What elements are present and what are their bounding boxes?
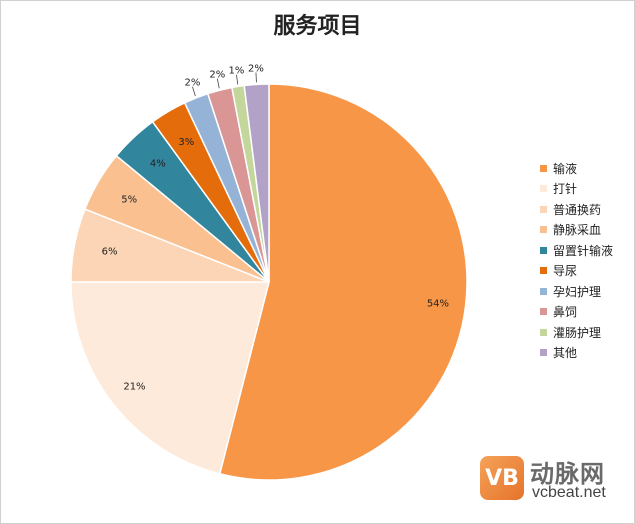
legend-item-7: 鼻饲: [540, 302, 613, 323]
legend-label-0: 输液: [553, 161, 578, 176]
legend-item-3: 静脉采血: [540, 220, 613, 241]
leader-line-7: [216, 78, 220, 89]
data-label-7: 2%: [209, 70, 225, 81]
legend-label-8: 灌肠护理: [553, 325, 602, 340]
leader-line-8: [236, 74, 239, 85]
data-label-1: 21%: [123, 381, 145, 392]
legend-swatch-8: [540, 328, 547, 336]
legend-item-8: 灌肠护理: [540, 322, 613, 343]
legend-label-5: 导尿: [553, 264, 578, 279]
legend-item-6: 孕妇护理: [540, 281, 613, 302]
pie-slice-1: [70, 281, 270, 475]
legend-label-6: 孕妇护理: [553, 284, 602, 299]
data-label-8: 1%: [229, 66, 245, 77]
pie-slice-9: [243, 83, 270, 283]
chart-title: 服务项目: [273, 14, 362, 39]
legend-label-7: 鼻饲: [553, 305, 578, 320]
vcbeat-logo: VB 动脉网 vcbeat.net: [480, 452, 630, 508]
legend-item-2: 普通换药: [540, 199, 613, 220]
data-label-5: 3%: [178, 137, 194, 148]
leader-line-6: [192, 86, 196, 97]
logo-en-text: vcbeat.net: [532, 484, 606, 501]
legend-swatch-7: [540, 308, 547, 316]
data-label-2: 6%: [102, 247, 118, 258]
pie-slice-0: [218, 83, 468, 481]
legend-item-4: 留置针输液: [540, 240, 613, 261]
legend-swatch-2: [540, 205, 547, 213]
legend-label-1: 打针: [553, 182, 578, 197]
chart-legend: 输液打针普通换药静脉采血留置针输液导尿孕妇护理鼻饲灌肠护理其他: [540, 158, 613, 363]
data-label-9: 2%: [248, 64, 264, 75]
legend-swatch-5: [540, 267, 547, 275]
legend-label-9: 其他: [553, 346, 578, 361]
legend-swatch-3: [540, 226, 547, 234]
legend-item-9: 其他: [540, 343, 613, 364]
legend-swatch-4: [540, 246, 547, 254]
legend-swatch-1: [540, 185, 547, 193]
data-label-4: 4%: [150, 159, 166, 170]
legend-swatch-9: [540, 349, 547, 357]
legend-swatch-6: [540, 287, 547, 295]
legend-swatch-0: [540, 164, 547, 172]
logo-mark: VB: [480, 456, 524, 500]
legend-label-2: 普通换药: [553, 202, 602, 217]
data-label-0: 54%: [427, 298, 449, 309]
legend-item-1: 打针: [540, 179, 613, 200]
legend-item-0: 输液: [540, 158, 613, 179]
legend-item-5: 导尿: [540, 261, 613, 282]
data-label-3: 5%: [121, 194, 137, 205]
legend-label-4: 留置针输液: [553, 243, 614, 258]
logo-cn-text: 动脉网: [530, 460, 605, 488]
data-label-6: 2%: [185, 78, 201, 89]
legend-label-3: 静脉采血: [553, 223, 602, 238]
